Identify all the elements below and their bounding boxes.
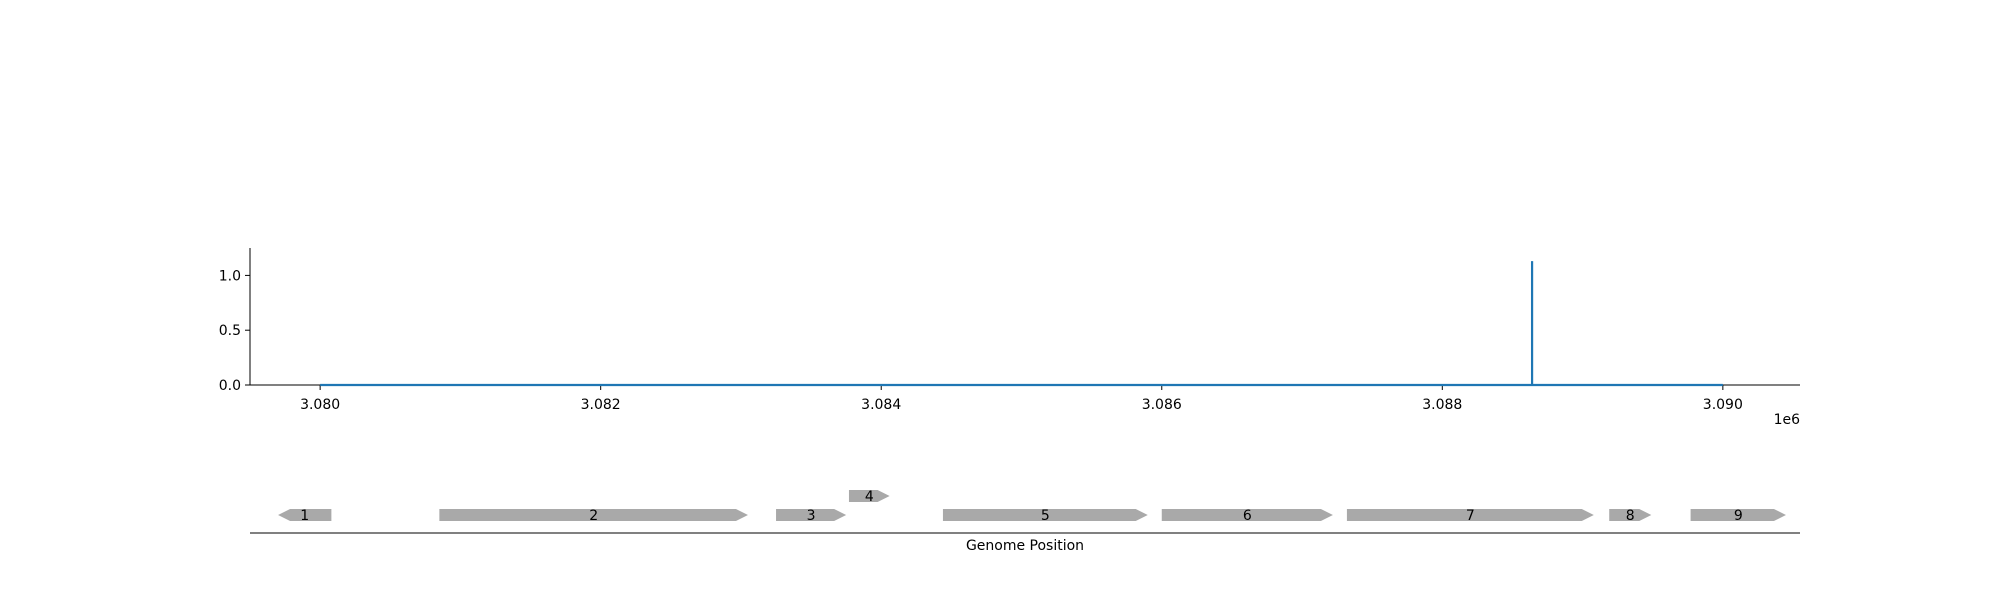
coverage-series-line	[320, 261, 1723, 387]
gene-arrow	[776, 509, 847, 521]
coverage-plot: 0.0 0.5 1.0 3.080 3.082 3.084 3.086 3.088 3.090…	[219, 248, 1800, 428]
gene-label: 5	[1041, 508, 1050, 524]
x-tick-label: 3.084	[861, 397, 901, 413]
y-tick-label: 1.0	[219, 268, 241, 284]
x-tick-label: 3.080	[300, 397, 340, 413]
series-layer	[320, 261, 1723, 387]
gene-label: 2	[589, 508, 598, 524]
x-tick-label: 3.088	[1422, 397, 1462, 413]
x-tick-label: 3.090	[1703, 397, 1743, 413]
y-tick-label: 0.5	[219, 323, 241, 339]
gene-arrow	[848, 490, 890, 502]
gene-label: 7	[1466, 508, 1475, 524]
genes-layer: 1 2 3 4 5 6 7 8 9	[278, 489, 1786, 524]
x-tick-label: 3.082	[581, 397, 621, 413]
gene-label: 8	[1626, 508, 1635, 524]
gene-label: 9	[1734, 508, 1743, 524]
gene-label: 6	[1243, 508, 1252, 524]
gene-label: 3	[807, 508, 816, 524]
gene-arrow	[1161, 509, 1333, 521]
x-offset-label: 1e6	[1774, 412, 1801, 428]
gene-arrow	[439, 509, 748, 521]
y-ticks: 0.0 0.5 1.0	[219, 268, 250, 394]
gene-label: 1	[300, 508, 309, 524]
gene-arrow	[1346, 509, 1594, 521]
gene-axis-label: Genome Position	[966, 538, 1084, 554]
x-ticks: 3.080 3.082 3.084 3.086 3.088 3.090	[300, 385, 1743, 413]
gene-arrow	[278, 509, 332, 521]
x-tick-label: 3.086	[1142, 397, 1182, 413]
gene-track: 1 2 3 4 5 6 7 8 9 Genome Position	[250, 489, 1800, 554]
y-tick-label: 0.0	[219, 378, 241, 394]
gene-label: 4	[865, 489, 874, 505]
gene-arrow	[1690, 509, 1786, 521]
gene-arrow	[1609, 509, 1652, 521]
gene-arrow	[942, 509, 1148, 521]
